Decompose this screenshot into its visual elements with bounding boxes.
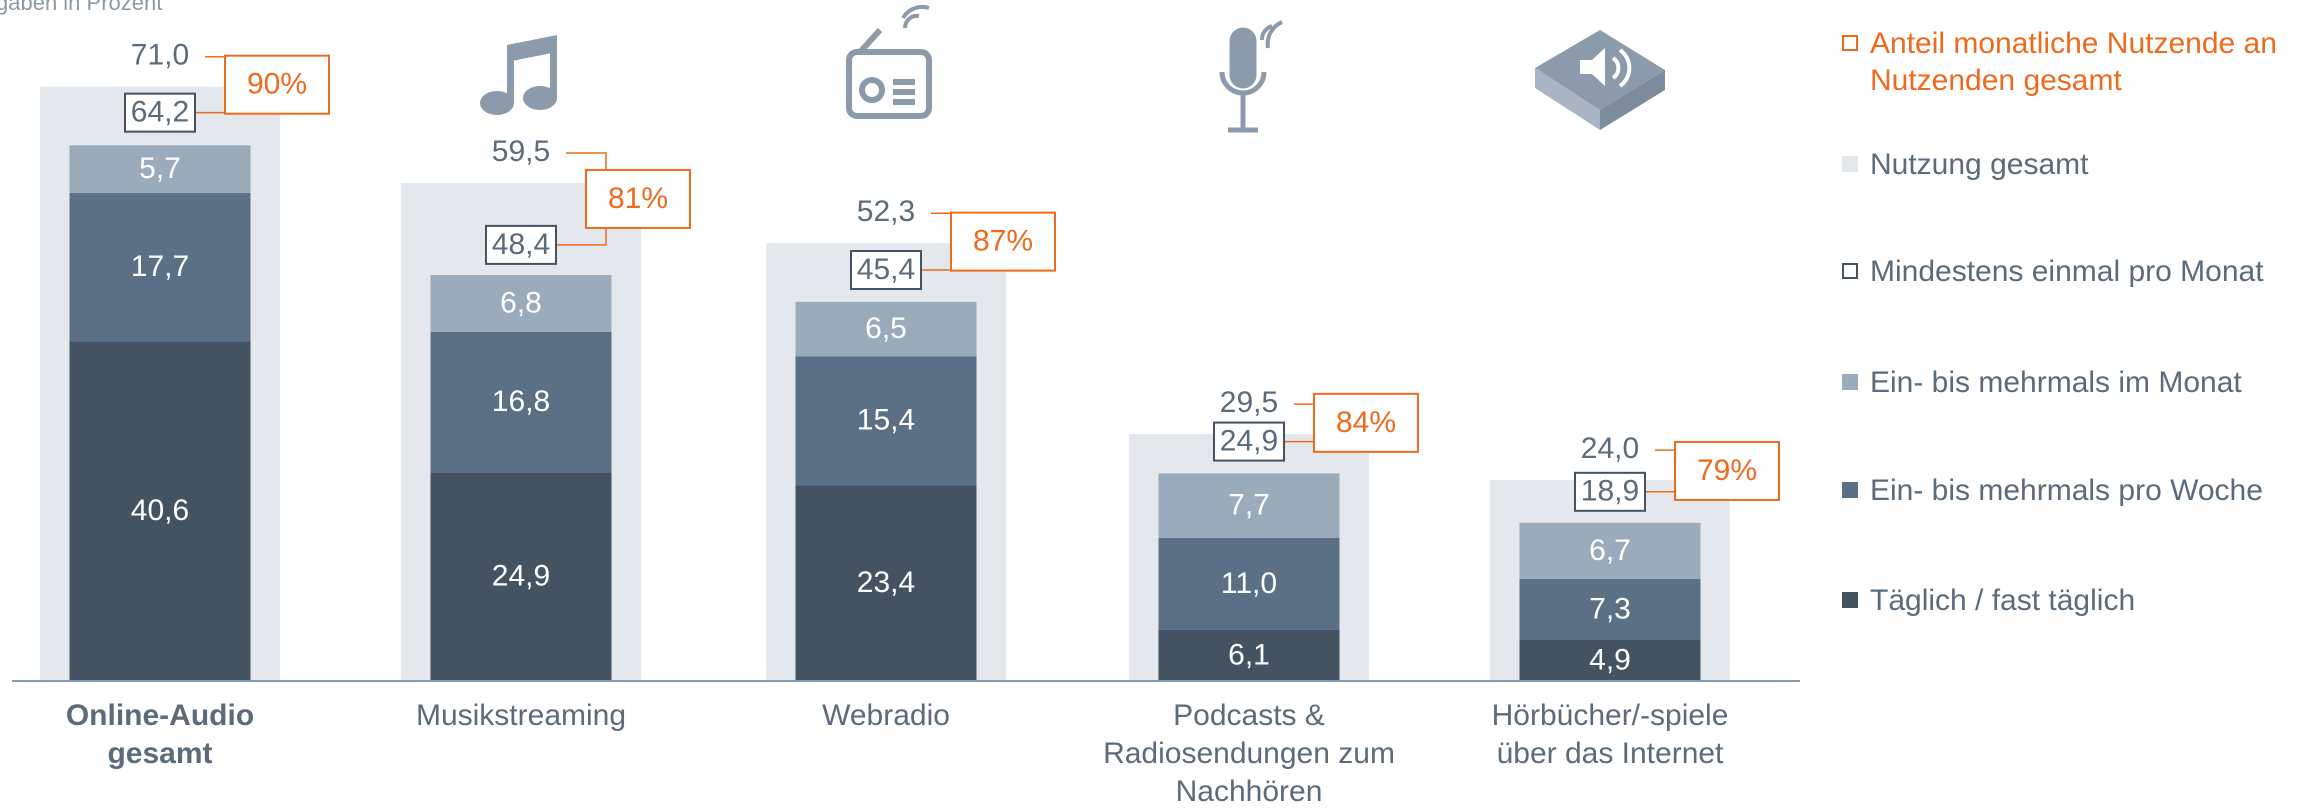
bar-segment <box>795 485 977 681</box>
legend-label: Anteil monatliche Nutzende an Nutzenden … <box>1870 27 2277 97</box>
value-label: 11,0 <box>1221 567 1277 600</box>
legend-label: Nutzung gesamt <box>1870 148 2089 181</box>
legend-item: Ein- bis mehrmals pro Woche <box>1842 472 2263 509</box>
legend-item: Nutzung gesamt <box>1842 146 2088 183</box>
legend-swatch <box>1842 374 1858 390</box>
share-box <box>585 168 691 229</box>
share-box <box>950 211 1056 272</box>
bar-segment <box>795 356 977 486</box>
x-tick-label: Webradio <box>822 699 950 732</box>
legend-swatch <box>1842 156 1858 172</box>
x-tick-label: Musikstreaming <box>415 699 627 732</box>
bar-segment <box>69 193 251 342</box>
x-tick-label: Hörbücher/-spiele über das Internet <box>1491 699 1729 770</box>
value-label: 15,4 <box>857 404 915 437</box>
legend-swatch <box>1842 592 1858 608</box>
icon-mic <box>1219 20 1283 133</box>
monthly-box <box>850 250 922 291</box>
icon-radio <box>846 4 932 119</box>
bar-segment <box>69 145 251 194</box>
value-label: 24,9 <box>492 560 550 593</box>
monthly-label: 45,4 <box>857 253 915 286</box>
total-label: 59,5 <box>492 135 550 168</box>
value-label: 4,9 <box>1589 643 1631 676</box>
bar-segment <box>430 275 612 332</box>
monthly-label: 48,4 <box>492 228 550 261</box>
value-label: 6,1 <box>1228 638 1270 671</box>
legend-swatch <box>1842 263 1858 279</box>
value-label: 6,5 <box>865 312 907 345</box>
monthly-label: 18,9 <box>1581 475 1639 508</box>
bar-segment <box>430 472 612 681</box>
icon-music <box>480 35 557 115</box>
monthly-label: 64,2 <box>131 96 189 129</box>
share-label: 84% <box>1336 406 1396 439</box>
bar-segment <box>69 341 251 681</box>
value-label: 7,3 <box>1589 592 1631 625</box>
total-label: 29,5 <box>1220 386 1278 419</box>
share-box <box>224 54 330 115</box>
share-label: 79% <box>1697 454 1757 487</box>
share-box <box>1674 440 1780 501</box>
bar-segment <box>1519 639 1701 681</box>
share-label: 87% <box>973 225 1033 258</box>
value-label: 16,8 <box>492 385 550 418</box>
bar-segment <box>795 301 977 357</box>
legend-swatch <box>1842 482 1858 498</box>
connector <box>557 227 607 246</box>
chart-title: gaben in Prozent <box>0 0 163 15</box>
value-label: 5,7 <box>139 152 181 185</box>
legend-label: Ein- bis mehrmals pro Woche <box>1870 474 2263 507</box>
x-tick-label: Podcasts & Radiosendungen zum Nachhören <box>1103 699 1395 808</box>
value-label: 6,8 <box>500 286 542 319</box>
share-box <box>1313 392 1419 453</box>
x-tick-label: Online-Audio gesamt <box>65 699 255 770</box>
icon-book <box>1535 30 1665 130</box>
value-label: 17,7 <box>131 250 189 283</box>
bar-segment <box>1158 473 1340 538</box>
monthly-box <box>124 92 196 133</box>
monthly-label: 24,9 <box>1220 425 1278 458</box>
monthly-box <box>1213 421 1285 462</box>
total-label: 52,3 <box>857 195 915 228</box>
monthly-box <box>1574 471 1646 512</box>
connector <box>566 152 607 170</box>
value-label: 40,6 <box>131 494 189 527</box>
value-label: 6,7 <box>1589 534 1631 567</box>
legend-item: Anteil monatliche Nutzende an Nutzenden … <box>1842 25 2282 99</box>
bar-segment <box>1519 578 1701 640</box>
total-label: 71,0 <box>131 39 189 72</box>
bar-segment <box>430 331 612 473</box>
legend-label: Täglich / fast täglich <box>1870 584 2136 617</box>
share-label: 90% <box>247 68 307 101</box>
legend-swatch <box>1842 35 1858 51</box>
legend-item: Mindestens einmal pro Monat <box>1842 253 2264 290</box>
legend-item: Täglich / fast täglich <box>1842 582 2135 619</box>
bar-segment <box>1158 537 1340 630</box>
monthly-box <box>485 224 557 265</box>
legend-label: Ein- bis mehrmals im Monat <box>1870 366 2242 399</box>
total-label: 24,0 <box>1581 432 1639 465</box>
bar-segment <box>1158 629 1340 681</box>
value-label: 23,4 <box>857 566 915 599</box>
share-label: 81% <box>608 182 668 215</box>
legend-label: Mindestens einmal pro Monat <box>1870 255 2264 288</box>
legend-item: Ein- bis mehrmals im Monat <box>1842 364 2242 401</box>
bar-segment <box>1519 522 1701 579</box>
value-label: 7,7 <box>1228 489 1270 522</box>
